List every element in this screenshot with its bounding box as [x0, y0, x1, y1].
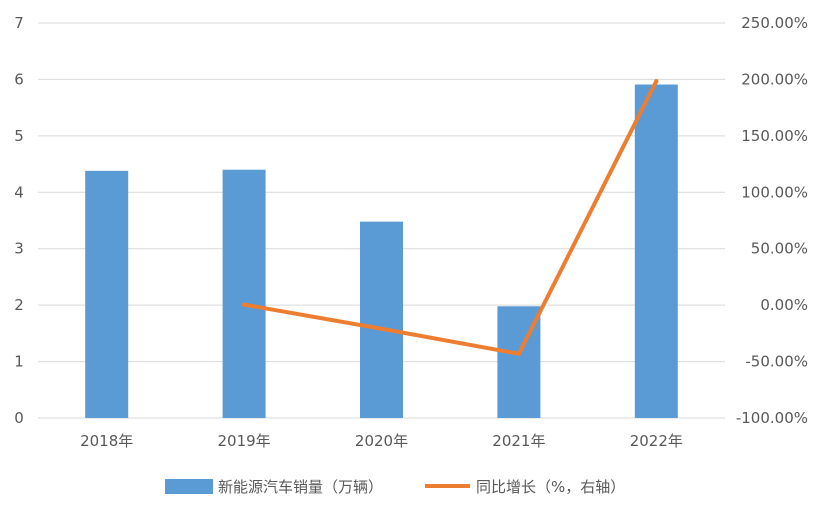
- bar: [360, 221, 403, 418]
- bar: [85, 170, 129, 418]
- growth-line: [242, 79, 659, 356]
- legend-bar-swatch: [165, 479, 213, 494]
- left-tick-label: 4: [14, 183, 24, 201]
- left-tick-label: 5: [14, 127, 24, 145]
- bar-series: [85, 84, 678, 418]
- right-tick-label: 0.00%: [760, 296, 808, 314]
- right-tick-label: 150.00%: [741, 127, 808, 145]
- line-point: [516, 351, 521, 356]
- line-point: [654, 79, 659, 84]
- right-tick-label: -50.00%: [745, 353, 808, 371]
- line-point: [379, 326, 384, 331]
- x-tick-label: 2018年: [80, 432, 133, 450]
- right-tick-label: 250.00%: [741, 14, 808, 32]
- bar: [222, 169, 266, 418]
- left-tick-label: 7: [14, 14, 24, 32]
- right-tick-label: 100.00%: [741, 183, 808, 201]
- left-tick-label: 6: [14, 70, 24, 88]
- right-tick-label: 200.00%: [741, 70, 808, 88]
- x-tick-label: 2021年: [492, 432, 545, 450]
- left-tick-label: 1: [14, 353, 24, 371]
- right-tick-label: -100.00%: [736, 409, 808, 427]
- right-tick-label: 50.00%: [751, 240, 808, 258]
- left-tick-label: 0: [14, 409, 24, 427]
- legend: 新能源汽车销量（万辆） 同比增长（%，右轴）: [165, 478, 625, 496]
- left-axis-ticks: 0 1 2 3 4 5 6 7: [14, 14, 24, 427]
- x-tick-label: 2019年: [218, 432, 271, 450]
- x-tick-label: 2022年: [630, 432, 683, 450]
- x-tick-label: 2020年: [355, 432, 408, 450]
- left-tick-label: 3: [14, 240, 24, 258]
- line-point: [242, 302, 247, 307]
- x-axis-ticks: 2018年 2019年 2020年 2021年 2022年: [80, 432, 683, 450]
- left-tick-label: 2: [14, 296, 24, 314]
- right-axis-ticks: -100.00% -50.00% 0.00% 50.00% 100.00% 150.00%…: [736, 14, 808, 427]
- legend-bar-label: 新能源汽车销量（万辆）: [218, 478, 383, 496]
- bar: [634, 84, 678, 418]
- line-series: [242, 79, 659, 356]
- legend-line-label: 同比增长（%，右轴）: [476, 478, 625, 496]
